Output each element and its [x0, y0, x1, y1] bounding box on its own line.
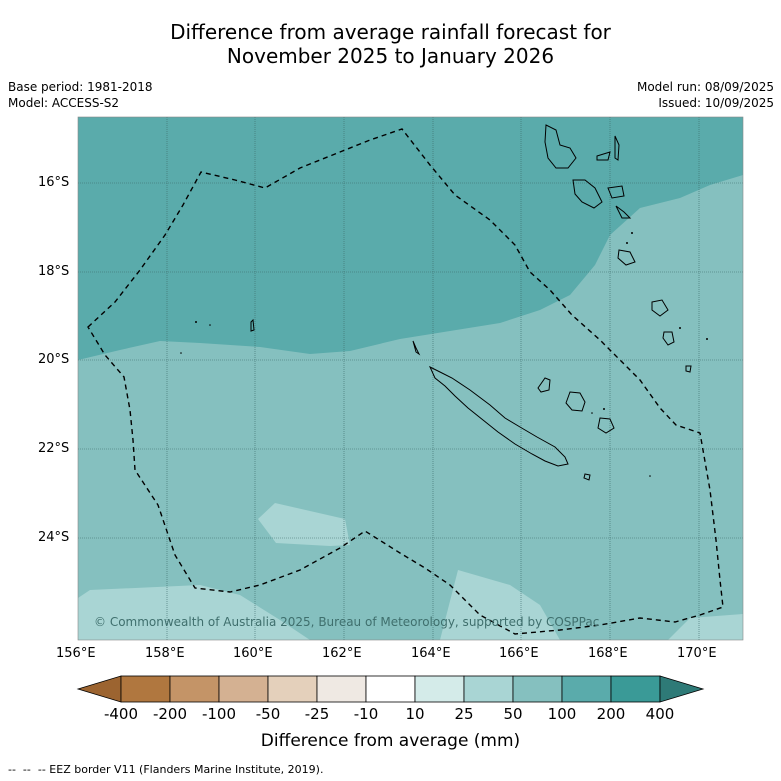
footer-note: -- -- -- EEZ border V11 (Flanders Marine…: [8, 763, 324, 776]
colorbar-title: Difference from average (mm): [260, 731, 521, 751]
colorbar-tick-label: -25: [304, 705, 330, 723]
malekula-outline: [572, 179, 603, 209]
colorbar-swatch: [365, 675, 416, 703]
colorbar-swatch: [414, 675, 465, 703]
colorbar-tick-label: 100: [547, 705, 577, 723]
copyright-notice: © Commonwealth of Australia 2025, Bureau…: [94, 615, 599, 629]
eez-border: [87, 128, 724, 635]
latitude-tick-label: 24°S: [38, 530, 70, 545]
colorbar-tick-label: -400: [103, 705, 139, 723]
efate-outline: [617, 249, 636, 266]
maewo-outline: [614, 135, 620, 161]
aneityum-outline: [685, 365, 692, 373]
chart-title: Difference from average rainfall forecas…: [0, 20, 781, 68]
small-islets: [180, 232, 708, 477]
model-name: Model: ACCESS-S2: [8, 96, 120, 110]
anomaly-band-25-50-southeast: [668, 614, 743, 640]
anomaly-band-50-100: [78, 175, 743, 640]
anomaly-band-25-50-southwest: [78, 585, 310, 640]
map-area: © Commonwealth of Australia 2025, Bureau…: [78, 117, 743, 640]
islands: [250, 124, 692, 481]
colorbar-swatch: [169, 675, 220, 703]
longitude-tick-label: 168°E: [588, 646, 628, 661]
model-run: Model run: 08/09/2025: [636, 80, 774, 94]
colorbar-tick-label: 50: [503, 705, 523, 723]
colorbar-tick-label: -100: [201, 705, 237, 723]
ambae-outline: [596, 151, 611, 161]
anomaly-band-25-50-patch: [258, 503, 350, 546]
issued-date: Issued: 10/09/2025: [658, 96, 774, 110]
isle-of-pines-outline: [583, 473, 591, 481]
map-frame: [77, 116, 744, 641]
longitude-tick-label: 162°E: [322, 646, 362, 661]
new-caledonia-outline: [428, 365, 569, 467]
colorbar-extend-low: [76, 675, 122, 703]
colorbar-swatch: [610, 675, 661, 703]
colorbar-tick-label: 25: [454, 705, 474, 723]
colorbar-tick-label: 400: [645, 705, 675, 723]
title-line-1: Difference from average rainfall forecas…: [170, 20, 611, 44]
loyalty-mare-outline: [597, 417, 615, 434]
loyalty-ouvea-outline: [537, 377, 551, 393]
colorbar-tick-label: -200: [152, 705, 188, 723]
colorbar-swatch: [218, 675, 269, 703]
chesterfield-islet-outline: [250, 318, 255, 332]
latitude-tick-label: 16°S: [38, 175, 70, 190]
colorbar-tick-label: 200: [596, 705, 626, 723]
colorbar-swatch: [120, 675, 171, 703]
colorbar-tick-label: -50: [255, 705, 281, 723]
colorbar-extend-high: [659, 675, 705, 703]
colorbar-tick-label: 10: [405, 705, 425, 723]
loyalty-lifou-outline: [565, 391, 586, 412]
title-line-2: November 2025 to January 2026: [226, 44, 555, 68]
graticule: [78, 117, 743, 640]
meta-left: Base period: 1981-2018 Model: ACCESS-S2: [8, 79, 153, 111]
tanna-outline: [662, 331, 675, 346]
espiritu-santo-outline: [544, 124, 577, 169]
epi-outline: [615, 205, 632, 219]
colorbar-swatch: [316, 675, 367, 703]
colorbar-swatch: [512, 675, 563, 703]
longitude-tick-label: 164°E: [411, 646, 451, 661]
longitude-tick-label: 166°E: [499, 646, 539, 661]
latitude-tick-label: 20°S: [38, 352, 70, 367]
colorbar-tick-label: -10: [353, 705, 379, 723]
latitude-tick-label: 22°S: [38, 441, 70, 456]
base-period: Base period: 1981-2018: [8, 80, 153, 94]
latitude-tick-label: 18°S: [38, 264, 70, 279]
longitude-tick-label: 156°E: [56, 646, 96, 661]
longitude-tick-label: 158°E: [145, 646, 185, 661]
colorbar-swatch: [463, 675, 514, 703]
longitude-tick-label: 170°E: [677, 646, 717, 661]
colorbar: [76, 675, 705, 703]
longitude-tick-label: 160°E: [233, 646, 273, 661]
pentecost-outline: [607, 185, 625, 199]
colorbar-swatch: [267, 675, 318, 703]
colorbar-swatch: [561, 675, 612, 703]
erromango-outline: [651, 299, 669, 317]
belep-island-outline: [412, 340, 421, 356]
anomaly-band-25-50-south: [440, 570, 560, 640]
meta-right: Model run: 08/09/2025 Issued: 10/09/2025: [637, 79, 774, 111]
